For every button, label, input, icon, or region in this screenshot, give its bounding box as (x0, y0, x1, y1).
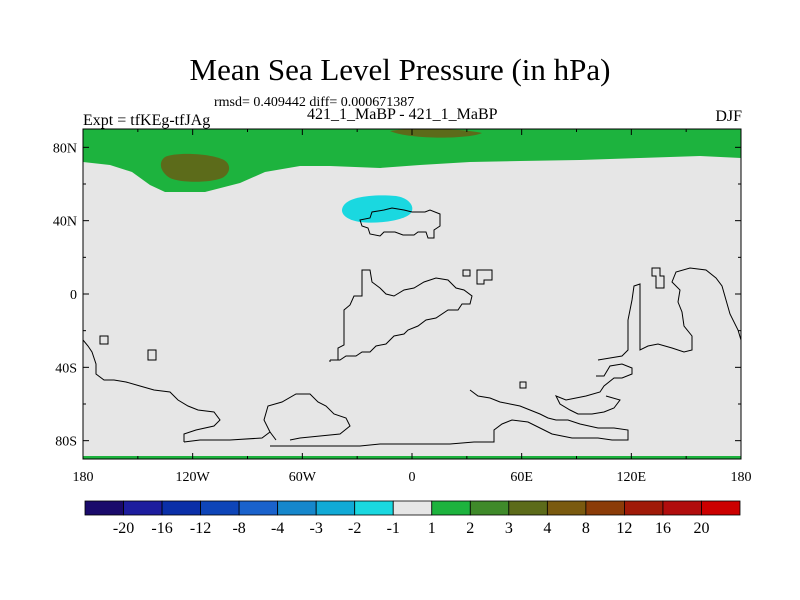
colorbar-label: 4 (543, 520, 551, 537)
colorbar-swatch (200, 500, 240, 516)
x-tick-label: 120W (176, 470, 211, 485)
map-plot-area (83, 129, 741, 459)
x-tick-label: 180 (731, 470, 752, 485)
north-positive-cell (160, 153, 230, 182)
x-tick-label: 120E (617, 470, 647, 485)
x-tick-label: 60E (510, 470, 533, 485)
colorbar-swatch (238, 500, 279, 516)
colorbar-label: 20 (693, 520, 709, 537)
experiment-label: Expt = tfKEg-tfJAg (83, 112, 211, 129)
coastlines (83, 207, 741, 447)
colorbar-swatch (508, 500, 548, 516)
colorbar-label: -16 (151, 520, 172, 537)
colorbar-label: 1 (428, 520, 436, 537)
y-tick-label: 0 (70, 288, 77, 303)
colorbar-label: -3 (310, 520, 323, 537)
colorbar-swatch (469, 500, 510, 516)
x-tick-label: 0 (409, 470, 416, 485)
colorbar-label: -1 (387, 520, 400, 537)
x-tick-label: 60W (289, 470, 317, 485)
map-subtitle: rmsd= 0.409442 diff= 0.000671387 (214, 95, 415, 110)
colorbar-swatch (315, 500, 356, 516)
north-positive-band (83, 129, 741, 192)
colorbar-swatch (161, 500, 201, 516)
x-tick-label: 180 (73, 470, 94, 485)
colorbar-label: -20 (113, 520, 134, 537)
colorbar-swatch (431, 500, 471, 516)
colorbar-swatch (392, 500, 433, 516)
colorbar-swatch (123, 500, 163, 516)
colorbar-swatch (585, 500, 625, 516)
colorbar-label: 8 (582, 520, 590, 537)
colorbar-swatch (354, 500, 394, 516)
colorbar-swatch (624, 500, 664, 516)
colorbar-label: 2 (466, 520, 474, 537)
north-positive-cell-small (390, 129, 482, 138)
colorbar-swatch (84, 500, 124, 516)
colorbar-swatch (701, 500, 741, 516)
colorbar-label: -2 (348, 520, 361, 537)
colorbar-swatch (662, 500, 702, 516)
comparison-label: 421_1_MaBP - 421_1_MaBP (307, 106, 498, 123)
y-tick-label: 80S (55, 435, 77, 450)
map-title: Mean Sea Level Pressure (in hPa) (189, 52, 611, 87)
map-axes: 80N 40N 0 40S 80S 180 120W 60W 0 60E 120E 180 (53, 129, 752, 485)
colorbar-swatch (546, 500, 587, 516)
y-tick-label: 80N (53, 141, 77, 156)
colorbar-label: 12 (616, 520, 632, 537)
colorbar-label: -4 (271, 520, 284, 537)
colorbar-label: 3 (505, 520, 513, 537)
colorbar-label: -8 (232, 520, 245, 537)
y-tick-label: 40S (55, 361, 77, 376)
negative-anomaly-cell (341, 195, 413, 223)
colorbar-label: 16 (655, 520, 671, 537)
colorbar-label: -12 (190, 520, 211, 537)
season-label: DJF (715, 108, 742, 125)
colorbar: -20 -16 -12 -8 -4 -3 -2 -1 1 2 3 4 8 12 16 20 (84, 500, 741, 537)
colorbar-swatch (277, 500, 317, 516)
y-tick-label: 40N (53, 215, 77, 230)
